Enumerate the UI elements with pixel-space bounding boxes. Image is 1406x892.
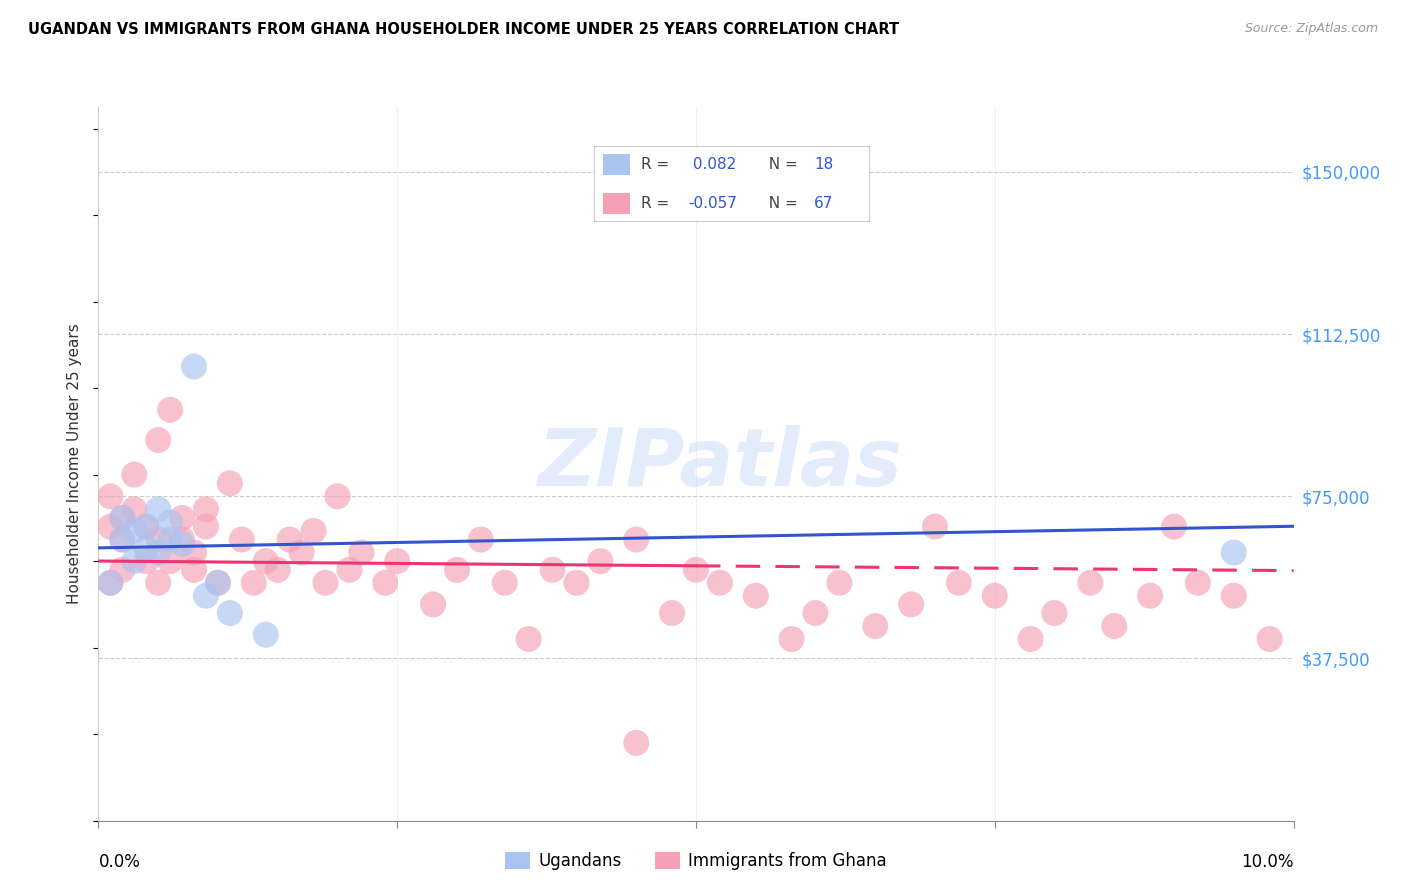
Point	[207, 575, 229, 590]
Point	[195, 589, 218, 603]
Point	[302, 524, 325, 538]
Point	[804, 606, 827, 620]
Point	[135, 519, 157, 533]
Point	[709, 575, 731, 590]
Point	[219, 476, 242, 491]
Point	[111, 511, 134, 525]
Point	[267, 563, 290, 577]
Point	[589, 554, 612, 568]
Point	[231, 533, 253, 547]
Point	[315, 575, 337, 590]
Point	[1080, 575, 1102, 590]
Point	[685, 563, 707, 577]
Point	[172, 537, 194, 551]
Point	[183, 359, 205, 374]
Point	[446, 563, 468, 577]
Point	[124, 524, 146, 538]
Point	[159, 515, 181, 529]
Point	[278, 533, 301, 547]
Point	[183, 545, 205, 559]
Point	[828, 575, 851, 590]
Point	[159, 554, 181, 568]
Point	[626, 533, 648, 547]
Point	[1223, 545, 1246, 559]
Point	[1139, 589, 1161, 603]
Point	[924, 519, 946, 533]
Point	[172, 533, 194, 547]
Point	[1163, 519, 1185, 533]
Point	[243, 575, 266, 590]
Point	[517, 632, 540, 646]
Point	[494, 575, 516, 590]
Point	[183, 563, 205, 577]
Point	[111, 533, 134, 547]
Point	[100, 519, 122, 533]
Point	[100, 489, 122, 503]
Point	[124, 502, 146, 516]
Point	[984, 589, 1007, 603]
Point	[661, 606, 683, 620]
Point	[1187, 575, 1209, 590]
Point	[111, 533, 134, 547]
Point	[470, 533, 492, 547]
Point	[159, 533, 181, 547]
Text: Source: ZipAtlas.com: Source: ZipAtlas.com	[1244, 22, 1378, 36]
Text: UGANDAN VS IMMIGRANTS FROM GHANA HOUSEHOLDER INCOME UNDER 25 YEARS CORRELATION C: UGANDAN VS IMMIGRANTS FROM GHANA HOUSEHO…	[28, 22, 900, 37]
Point	[148, 545, 170, 559]
Point	[135, 541, 157, 556]
Point	[1043, 606, 1066, 620]
Point	[172, 511, 194, 525]
Point	[135, 554, 157, 568]
Point	[219, 606, 242, 620]
Point	[124, 467, 146, 482]
Text: 0.0%: 0.0%	[98, 853, 141, 871]
Point	[100, 575, 122, 590]
Point	[1019, 632, 1042, 646]
Point	[745, 589, 768, 603]
Y-axis label: Householder Income Under 25 years: Householder Income Under 25 years	[67, 324, 83, 604]
Point	[254, 554, 277, 568]
Point	[565, 575, 588, 590]
Point	[195, 502, 218, 516]
Point	[148, 502, 170, 516]
Point	[780, 632, 803, 646]
Point	[111, 511, 134, 525]
Point	[124, 554, 146, 568]
Point	[326, 489, 349, 503]
Point	[148, 575, 170, 590]
Legend: Ugandans, Immigrants from Ghana: Ugandans, Immigrants from Ghana	[498, 845, 894, 877]
Point	[291, 545, 314, 559]
Point	[148, 433, 170, 447]
Point	[195, 519, 218, 533]
Point	[111, 563, 134, 577]
Point	[207, 575, 229, 590]
Point	[350, 545, 373, 559]
Point	[385, 554, 409, 568]
Point	[100, 575, 122, 590]
Point	[865, 619, 887, 633]
Point	[374, 575, 396, 590]
Text: ZIPatlas: ZIPatlas	[537, 425, 903, 503]
Point	[900, 598, 922, 612]
Point	[541, 563, 564, 577]
Point	[1223, 589, 1246, 603]
Point	[1258, 632, 1281, 646]
Point	[948, 575, 970, 590]
Point	[254, 628, 277, 642]
Point	[422, 598, 444, 612]
Text: 10.0%: 10.0%	[1241, 853, 1294, 871]
Point	[159, 402, 181, 417]
Point	[626, 736, 648, 750]
Point	[135, 519, 157, 533]
Point	[1104, 619, 1126, 633]
Point	[339, 563, 360, 577]
Point	[148, 533, 170, 547]
